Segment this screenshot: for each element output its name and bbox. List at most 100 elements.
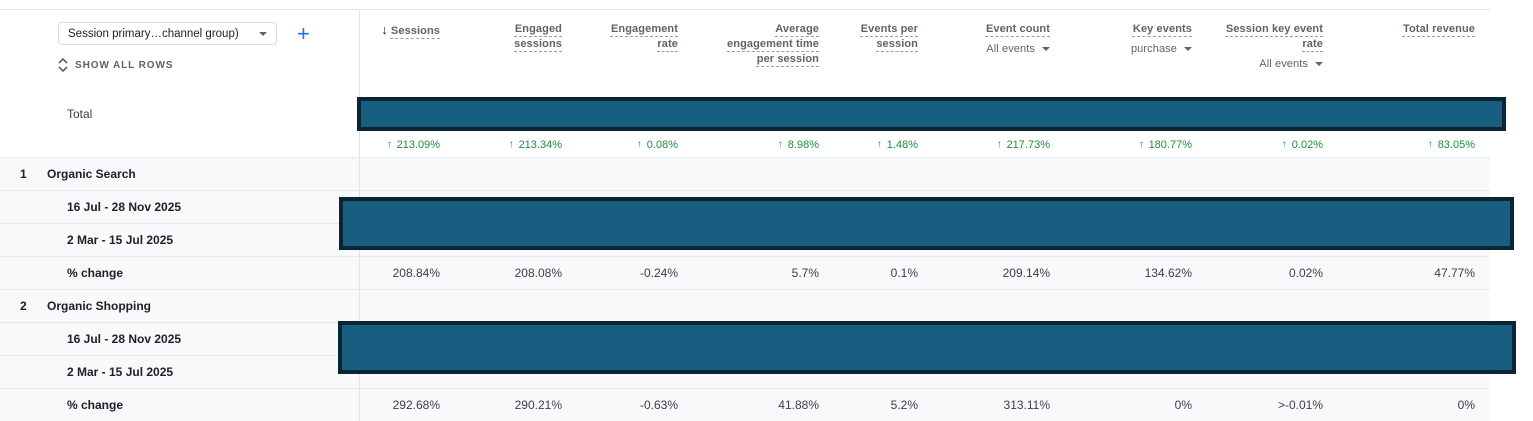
redaction-overlay-total xyxy=(357,97,1506,131)
metric-value: 41.88% xyxy=(778,398,819,412)
add-dimension-button[interactable]: + xyxy=(297,20,310,46)
chevron-down-icon xyxy=(1315,62,1323,67)
total-change-value: ↑ 0.02% xyxy=(1207,133,1338,157)
redaction-overlay-group-1 xyxy=(339,197,1514,250)
channel-cell: 1 Organic Search xyxy=(0,158,360,190)
sort-descending-icon: ↓ xyxy=(381,22,388,37)
channel-row: 2 Organic Shopping xyxy=(0,289,1490,322)
date-range-label: 16 Jul - 28 Nov 2025 xyxy=(67,200,182,214)
column-filter-label: All events xyxy=(986,43,1035,55)
change-value-text: 180.77% xyxy=(1148,139,1192,151)
unfold-more-icon xyxy=(58,58,68,72)
metric-value: 292.68% xyxy=(392,398,440,412)
channel-name: Organic Shopping xyxy=(47,299,151,313)
percent-change-row: % change 208.84% 208.08% -0.24% 5.7% 0.1% 209.… xyxy=(0,256,1490,289)
metric-value: 0% xyxy=(1457,398,1475,412)
metric-value: 209.14% xyxy=(1002,266,1050,280)
row-label-cell: % change xyxy=(0,389,360,421)
metric-value: 47.77% xyxy=(1434,266,1475,280)
arrow-up-icon: ↑ xyxy=(876,139,882,150)
change-value-text: 217.73% xyxy=(1006,139,1050,151)
percent-change-label: % change xyxy=(67,266,124,280)
arrow-up-icon: ↑ xyxy=(508,139,514,150)
arrow-up-icon: ↑ xyxy=(1138,139,1144,150)
column-filter-dropdown[interactable]: purchase xyxy=(1071,42,1192,57)
total-change-value: ↑ 217.73% xyxy=(933,133,1065,157)
redaction-overlay-group-2 xyxy=(338,321,1516,374)
column-header-label: Total revenue xyxy=(1402,23,1475,35)
column-header-event-count[interactable]: Event count All events xyxy=(933,10,1065,95)
column-header-engaged-sessions[interactable]: Engaged sessions xyxy=(455,10,577,95)
total-change-value: ↑ 83.05% xyxy=(1338,133,1490,157)
row-label-cell: 2 Mar - 15 Jul 2025 xyxy=(0,356,360,388)
total-change-value: ↑ 0.08% xyxy=(577,133,693,157)
total-change-value: ↑ 213.34% xyxy=(455,133,577,157)
change-value-text: 8.98% xyxy=(787,139,819,151)
total-change-row: ↑ 213.09% ↑ 213.34% ↑ 0.08% ↑ 8.98% ↑ 1.48% ↑ 217.7… xyxy=(0,133,1490,157)
metric-value: 5.7% xyxy=(791,266,819,280)
row-index: 2 xyxy=(20,299,27,313)
dimension-dropdown[interactable]: Session primary…channel group) xyxy=(58,22,277,45)
total-change-row-spacer xyxy=(0,133,360,157)
show-all-rows-label: SHOW ALL ROWS xyxy=(75,59,174,71)
column-filter-label: All events xyxy=(1259,58,1308,70)
column-header-label: Session key event rate xyxy=(1225,23,1323,50)
metric-value: 0.02% xyxy=(1288,266,1323,280)
table-controls: Session primary…channel group) + SHOW AL… xyxy=(0,10,360,95)
arrow-up-icon: ↑ xyxy=(1427,139,1433,150)
table-header-row: Session primary…channel group) + SHOW AL… xyxy=(0,10,1490,95)
column-header-label: Events per session xyxy=(860,23,918,50)
column-header-events-per-session[interactable]: Events per session xyxy=(834,10,933,95)
column-header-label: Key events xyxy=(1132,23,1192,35)
metric-value: 0% xyxy=(1174,398,1192,412)
total-change-value: ↑ 213.09% xyxy=(360,133,455,157)
metric-value: >-0.01% xyxy=(1277,398,1323,412)
row-label-cell: % change xyxy=(0,257,360,289)
date-range-label: 2 Mar - 15 Jul 2025 xyxy=(67,233,174,247)
column-filter-dropdown[interactable]: All events xyxy=(1213,57,1323,72)
column-header-label: Event count xyxy=(985,23,1050,35)
arrow-up-icon: ↑ xyxy=(1281,139,1287,150)
total-change-value: ↑ 8.98% xyxy=(693,133,834,157)
column-header-label: Engagement rate xyxy=(610,23,678,50)
change-value-text: 83.05% xyxy=(1437,139,1475,151)
dimension-dropdown-label: Session primary…channel group) xyxy=(68,27,239,40)
column-header-total-revenue[interactable]: Total revenue xyxy=(1338,10,1490,95)
metric-value: 208.84% xyxy=(392,266,440,280)
show-all-rows-button[interactable]: SHOW ALL ROWS xyxy=(58,58,173,72)
column-header-average-engagement-time-per-session[interactable]: Average engagement time per session xyxy=(693,10,834,95)
column-filter-dropdown[interactable]: All events xyxy=(939,42,1050,57)
row-index: 1 xyxy=(20,167,27,181)
column-header-label: Sessions xyxy=(390,25,440,37)
total-label-cell: Total xyxy=(0,95,360,133)
column-header-label: Average engagement time per session xyxy=(727,23,819,65)
arrow-up-icon: ↑ xyxy=(386,139,392,150)
total-change-value: ↑ 1.48% xyxy=(834,133,933,157)
row-label-cell: 2 Mar - 15 Jul 2025 xyxy=(0,224,360,256)
metric-value: -0.63% xyxy=(639,398,678,412)
arrow-up-icon: ↑ xyxy=(777,139,783,150)
total-label: Total xyxy=(67,107,93,121)
row-label-cell: 16 Jul - 28 Nov 2025 xyxy=(0,191,360,223)
channel-row: 1 Organic Search xyxy=(0,157,1490,190)
percent-change-label: % change xyxy=(67,398,124,412)
chevron-down-icon xyxy=(259,31,267,36)
column-header-sessions[interactable]: ↓ Sessions xyxy=(360,10,455,95)
change-value-text: 213.34% xyxy=(518,139,562,151)
channel-cell: 2 Organic Shopping xyxy=(0,290,360,322)
metric-value: 5.2% xyxy=(890,398,918,412)
metric-value: 290.21% xyxy=(514,398,562,412)
percent-change-row: % change 292.68% 290.21% -0.63% 41.88% 5.2% 31… xyxy=(0,388,1490,421)
arrow-up-icon: ↑ xyxy=(636,139,642,150)
column-header-engagement-rate[interactable]: Engagement rate xyxy=(577,10,693,95)
metric-value: 208.08% xyxy=(514,266,562,280)
date-range-label: 16 Jul - 28 Nov 2025 xyxy=(67,332,182,346)
metric-value: 0.1% xyxy=(890,266,918,280)
change-value-text: 213.09% xyxy=(396,139,440,151)
metric-value: 313.11% xyxy=(1003,398,1050,412)
column-filter-label: purchase xyxy=(1130,43,1177,55)
column-header-key-events[interactable]: Key events purchase xyxy=(1065,10,1207,95)
column-header-session-key-event-rate[interactable]: Session key event rate All events xyxy=(1207,10,1338,95)
chevron-down-icon xyxy=(1042,47,1050,52)
